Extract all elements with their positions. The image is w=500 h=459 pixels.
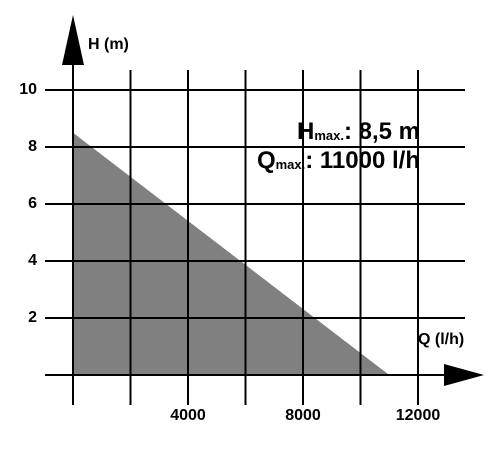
annotation: Qmax.: 11000 l/h <box>257 147 420 174</box>
y-tick-label: 6 <box>28 195 37 212</box>
annotation: Hmax.: 8,5 m <box>297 118 420 145</box>
y-axis-label: H (m) <box>88 36 129 53</box>
y-tick-label: 2 <box>28 309 37 326</box>
area <box>73 132 390 375</box>
y-axis-arrow <box>62 15 84 65</box>
y-tick-label: 10 <box>19 81 37 98</box>
x-tick-label: 12000 <box>396 407 441 424</box>
annotation-sub: max. <box>314 128 344 143</box>
annotation-symbol: Q <box>257 147 276 174</box>
x-axis-label: Q (l/h) <box>418 331 464 348</box>
x-axis-arrow <box>444 364 484 386</box>
y-tick-label: 4 <box>28 252 37 269</box>
annotation-text: : 11000 l/h <box>305 147 420 174</box>
y-tick-label: 8 <box>28 138 37 155</box>
x-tick-label: 4000 <box>170 407 206 424</box>
x-tick-label: 8000 <box>285 407 321 424</box>
annotation-sub: max. <box>276 157 306 172</box>
annotation-text: : 8,5 m <box>344 118 420 145</box>
annotation-symbol: H <box>297 118 314 145</box>
